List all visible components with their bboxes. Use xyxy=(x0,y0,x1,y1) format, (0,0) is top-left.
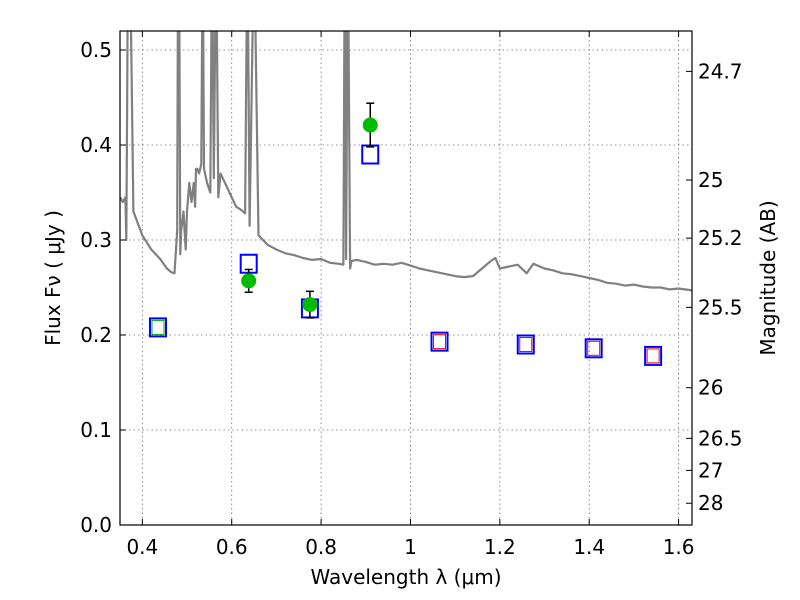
observed-points xyxy=(241,102,378,319)
model-flux-box-inner xyxy=(646,348,660,364)
model-flux-box-inner xyxy=(151,319,165,335)
y-tick-label: 0.1 xyxy=(80,418,112,442)
y2-tick-label: 27 xyxy=(698,458,723,482)
y-tick-label: 0.4 xyxy=(80,133,112,157)
x-tick-label: 1.2 xyxy=(484,535,516,559)
x-axis-label: Wavelength λ (μm) xyxy=(310,565,501,589)
y2-tick-label: 26.5 xyxy=(698,426,743,450)
y2-tick-label: 25.5 xyxy=(698,295,743,319)
model-flux-box xyxy=(148,317,167,338)
grid-lines xyxy=(120,31,692,525)
model-spectrum xyxy=(120,31,692,292)
y-tick-label: 0.3 xyxy=(80,228,112,252)
model-flux-box xyxy=(361,144,380,165)
observed-point xyxy=(362,117,378,133)
model-flux-boxes xyxy=(148,144,663,366)
observed-point xyxy=(241,273,257,289)
model-flux-box xyxy=(430,331,449,352)
model-flux-box xyxy=(644,345,663,366)
y2-tick-label: 24.7 xyxy=(698,59,743,83)
y2-tick-label: 25 xyxy=(698,168,723,192)
model-flux-box-inner xyxy=(587,340,601,356)
x-tick-label: 0.8 xyxy=(305,535,337,559)
y-axis-label: Flux Fν ( μJy ) xyxy=(41,210,65,346)
x-tick-label: 1 xyxy=(404,535,417,559)
model-flux-box-inner xyxy=(433,334,447,350)
x-tick-label: 0.4 xyxy=(126,535,158,559)
y-tick-label: 0.5 xyxy=(80,38,112,62)
model-flux-box-inner xyxy=(519,337,533,352)
y2-tick-label: 25.2 xyxy=(698,226,743,250)
y2-axis-label: Magnitude (AB) xyxy=(756,200,780,355)
model-flux-box xyxy=(584,338,603,359)
y-tick-label: 0.0 xyxy=(80,513,112,537)
axis-ticks: 0.4 0.6 0.8 1 1.2 1.4 1.6 0.0 0.1 0.2 0.3 0.4 0.5 24.… xyxy=(80,31,743,559)
x-tick-label: 0.6 xyxy=(216,535,248,559)
model-flux-box xyxy=(516,334,535,355)
x-tick-label: 1.6 xyxy=(663,535,695,559)
model-spectrum-line xyxy=(120,31,692,292)
plot-frame xyxy=(119,30,693,526)
x-tick-label: 1.4 xyxy=(573,535,605,559)
y2-tick-label: 26 xyxy=(698,376,723,400)
observed-point xyxy=(302,297,318,313)
y2-tick-label: 28 xyxy=(698,491,723,515)
y-tick-label: 0.2 xyxy=(80,323,112,347)
